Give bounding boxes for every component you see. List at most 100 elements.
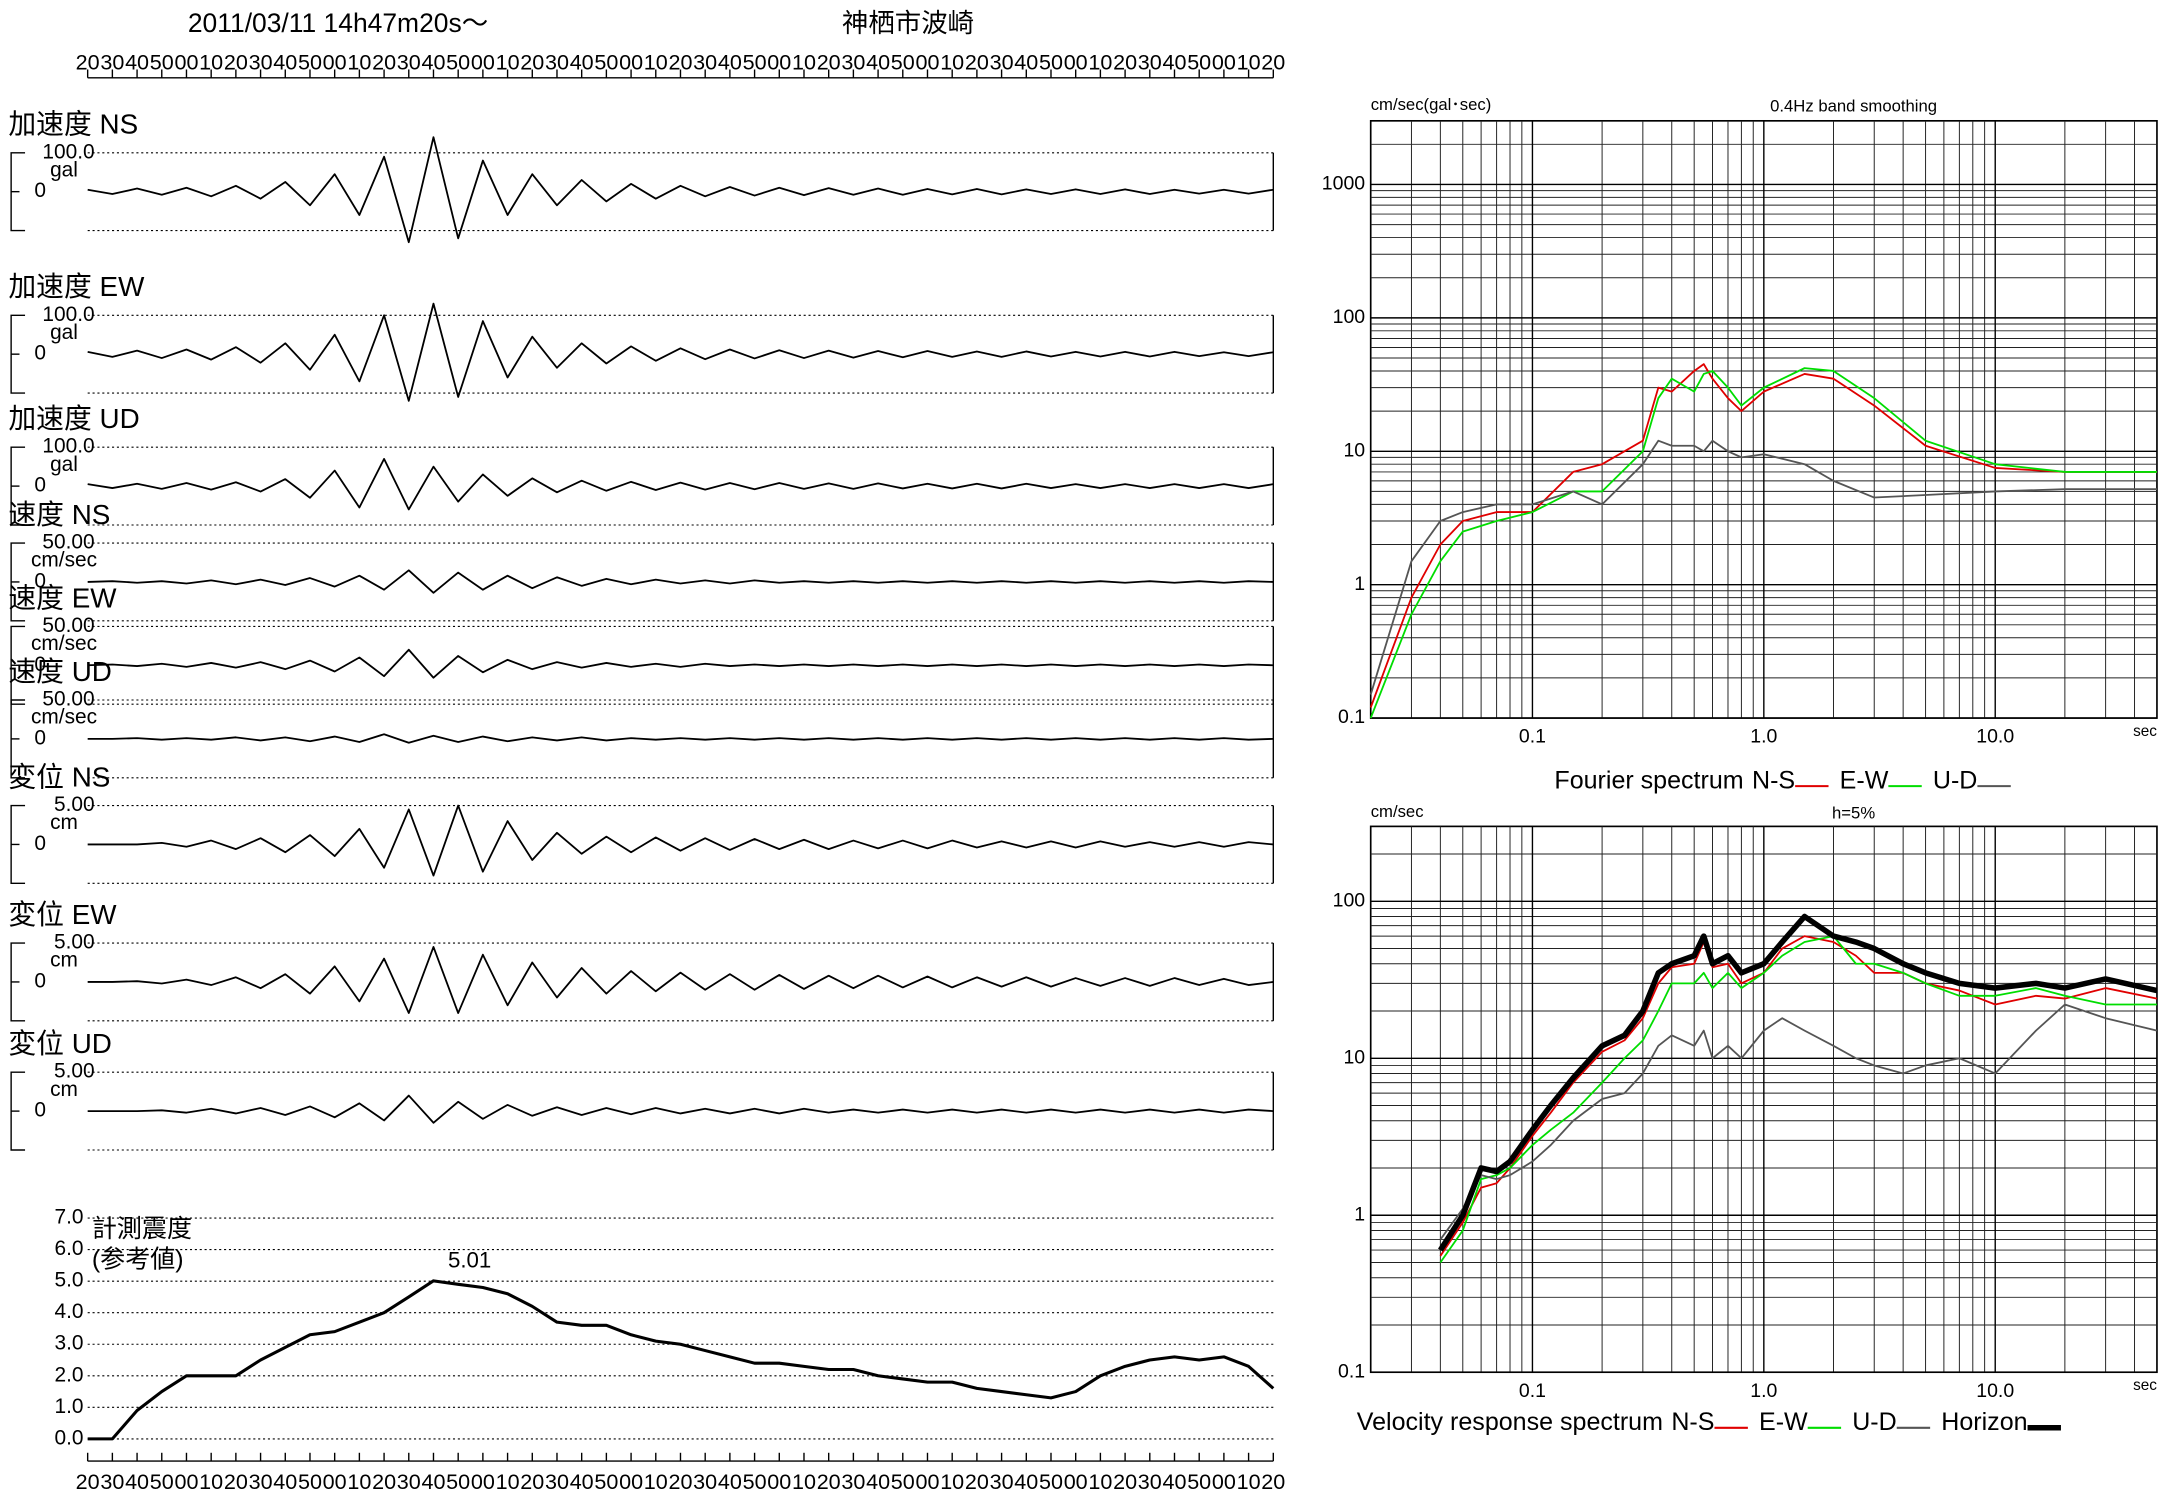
x-tick-label: 50: [1187, 1470, 1211, 1494]
y-tick-label: 0.0: [54, 1426, 83, 1449]
x-tick-label: 00: [323, 51, 347, 75]
x-tick-label: 00: [174, 51, 198, 75]
waveform: [87, 648, 1274, 679]
x-tick-label: 50: [298, 1470, 322, 1494]
waveform: [87, 733, 1274, 744]
x-tick-label: 00: [767, 1470, 791, 1494]
x-tick-label: 20: [1261, 51, 1285, 75]
x-tick-label: 40: [421, 1470, 445, 1494]
x-tick-label: 50: [298, 51, 322, 75]
legend-label: N-S: [1671, 1408, 1714, 1436]
y-tick-label: 0: [34, 1099, 46, 1122]
x-tick-label: 00: [174, 1470, 198, 1494]
x-tick-label: 50: [150, 51, 174, 75]
x-tick-label: 10: [1237, 51, 1261, 75]
waveform: [87, 302, 1274, 402]
y-tick-label: 0: [34, 832, 46, 855]
x-tick-label: 20: [1261, 1470, 1285, 1494]
x-tick-label: 20: [372, 1470, 396, 1494]
x-tick-label: 00: [619, 1470, 643, 1494]
x-tick-label: 40: [718, 51, 742, 75]
x-tick-label: 30: [249, 1470, 273, 1494]
x-tick-label: 40: [421, 51, 445, 75]
y-tick-label: 10: [1343, 439, 1365, 461]
x-tick-label: 50: [1039, 51, 1063, 75]
x-tick-label: 20: [372, 51, 396, 75]
series-line: [1439, 935, 2157, 1264]
x-tick-label: 10: [199, 1470, 223, 1494]
x-tick-label: 0.1: [1519, 726, 1546, 748]
x-tick-label: 20: [76, 51, 100, 75]
x-tick-label: 50: [1187, 51, 1211, 75]
x-tick-label: 00: [1212, 51, 1236, 75]
x-tick-label: 50: [891, 1470, 915, 1494]
x-tick-label: 10: [792, 1470, 816, 1494]
y-tick-label: 100.0: [42, 435, 94, 458]
waveform: [87, 457, 1274, 511]
x-tick-label: 50: [891, 51, 915, 75]
subtitle: 0.4Hz band smoothing: [1770, 96, 1937, 115]
x-tick-label: 00: [471, 51, 495, 75]
panel-label: 速度 EW: [8, 582, 117, 613]
unit-label: cm/sec: [31, 549, 97, 572]
x-tick-label: 10: [644, 1470, 668, 1494]
x-tick-label: 00: [916, 51, 940, 75]
x-tick-label: 40: [1163, 1470, 1187, 1494]
x-tick-label: 40: [570, 1470, 594, 1494]
y-tick-label: 100: [1333, 889, 1366, 911]
x-tick-label: 10: [940, 51, 964, 75]
waveform: [87, 804, 1274, 877]
x-tick-label: 40: [273, 51, 297, 75]
y-tick-label: 3.0: [54, 1332, 83, 1355]
y-tick-label: 100.0: [42, 140, 94, 163]
x-tick-label: 30: [100, 1470, 124, 1494]
x-tick-label: 20: [1113, 51, 1137, 75]
x-tick-label: 10: [496, 51, 520, 75]
title: 計測震度: [92, 1215, 192, 1243]
panel-label: 速度 UD: [8, 656, 112, 687]
legend-label: U-D: [1852, 1408, 1897, 1436]
y-tick-label: 1000: [1322, 173, 1365, 195]
x-tick-label: 40: [273, 1470, 297, 1494]
legend-label: Horizon: [1941, 1408, 2027, 1436]
x-tick-label: 00: [1064, 51, 1088, 75]
y-tick-label: 5.00: [54, 931, 95, 954]
subtitle: (参考値): [92, 1246, 184, 1274]
y-tick-label: 0: [34, 969, 46, 992]
series-line: [1439, 1003, 2158, 1241]
y-tick-label: 100.0: [42, 303, 94, 326]
panel-label: 速度 NS: [8, 499, 110, 530]
y-tick-label: 1: [1354, 1203, 1365, 1225]
x-tick-label: 20: [965, 51, 989, 75]
x-tick-label: 10.0: [1976, 1380, 2014, 1402]
x-tick-label: 40: [1014, 1470, 1038, 1494]
x-tick-label: 00: [471, 1470, 495, 1494]
y-tick-label: 5.00: [54, 793, 95, 816]
x-tick-label: 20: [224, 1470, 248, 1494]
x-tick-label: 10: [1088, 51, 1112, 75]
unit-label: cm: [50, 1078, 78, 1101]
x-tick-label: 20: [668, 51, 692, 75]
x-tick-label: 1.0: [1750, 726, 1777, 748]
x-tick-label: 40: [718, 1470, 742, 1494]
legend-caption: Velocity response spectrum: [1357, 1408, 1663, 1436]
x-tick-label: 50: [594, 51, 618, 75]
x-tick-label: 40: [1014, 51, 1038, 75]
x-tick-label: 20: [520, 51, 544, 75]
unit-label: cm/sec: [31, 706, 97, 729]
y-tick-label: 5.00: [54, 1060, 95, 1083]
x-tick-label: 30: [397, 1470, 421, 1494]
x-tick-label: 10: [199, 51, 223, 75]
unit-label: gal: [50, 158, 78, 181]
subtitle: h=5%: [1832, 803, 1875, 822]
x-tick-label: 00: [1064, 1470, 1088, 1494]
x-label: sec: [2133, 1377, 2157, 1394]
y-tick-label: 50.00: [42, 688, 94, 711]
x-tick-label: 30: [545, 1470, 569, 1494]
x-tick-label: 30: [841, 51, 865, 75]
y-tick-label: 5.0: [54, 1269, 83, 1292]
waveform: [87, 136, 1274, 244]
x-tick-label: 50: [150, 1470, 174, 1494]
